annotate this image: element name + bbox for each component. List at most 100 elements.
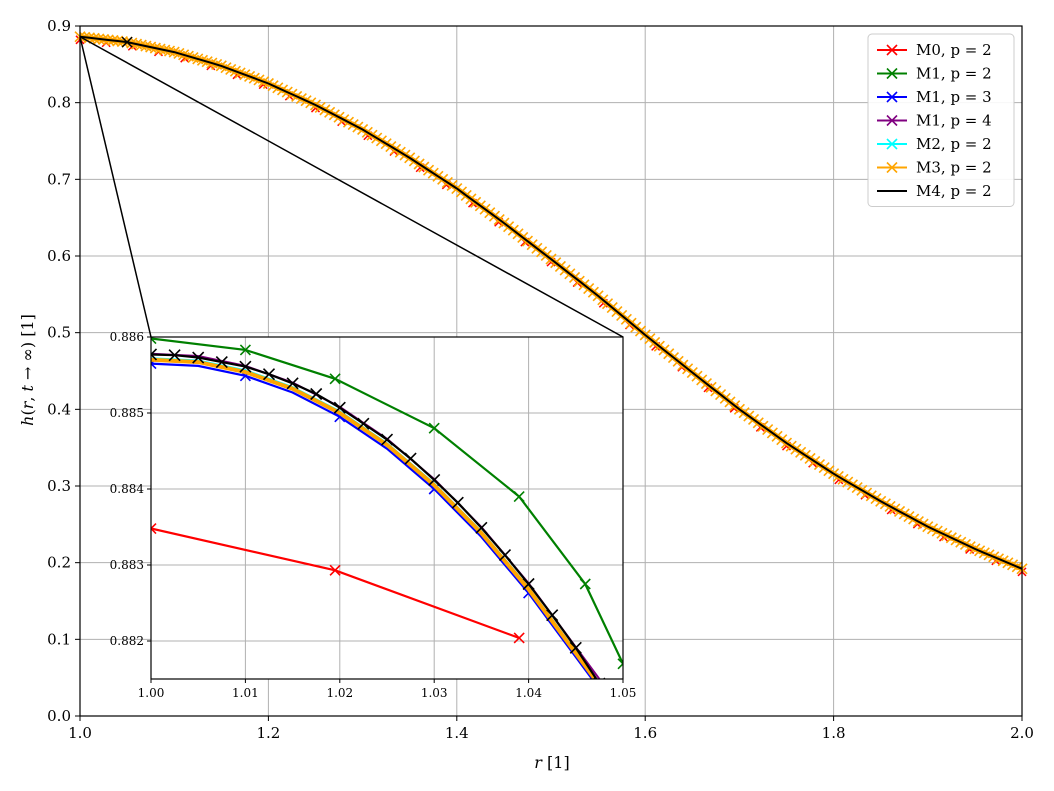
inset-marker-m4-p-2	[215, 356, 228, 369]
inset-marker-m4-p-2	[357, 417, 370, 430]
inset-marker-m1-p-3	[151, 362, 157, 370]
inset-marker-m4-p-2	[151, 353, 158, 361]
legend-label: M0, p = 2	[916, 41, 992, 59]
legend-box	[867, 33, 1015, 207]
inset-marker-m4-p-2	[192, 351, 205, 364]
inset-marker-m1-p-2	[329, 373, 341, 385]
inset-marker-m1-p-3	[618, 716, 628, 726]
inset-marker-m4-p-2	[404, 452, 417, 465]
inset-x-tick-label: 1.05	[610, 686, 637, 700]
inset-marker-m0-p-2	[329, 564, 341, 576]
legend-entry: M2, p = 2	[877, 135, 992, 153]
x-tick-label: 1.2	[256, 724, 280, 742]
inset-marker-m1-p-2	[239, 344, 251, 356]
inset-marker-m0-p-2	[151, 527, 157, 535]
inset-line-m3-p-2	[151, 357, 598, 679]
inset-marker-m1-p-2	[428, 422, 440, 434]
y-tick-label: 0.7	[47, 170, 71, 188]
inset-marker-m1-p-2	[513, 491, 525, 503]
legend: M0, p = 2 M1, p = 2 M1, p = 3 M1, p = 4 M2, …	[867, 33, 1015, 207]
y-tick-label: 0.3	[47, 477, 71, 495]
x-tick-label: 2.0	[1010, 724, 1034, 742]
inset-marker-m4-p-2	[475, 521, 488, 534]
inset-marker-m4-p-2	[262, 368, 276, 381]
y-tick-label: 0.9	[47, 17, 71, 35]
inset-marker-m0-p-2	[513, 632, 525, 644]
inset-y-tick-label: 0.885	[110, 406, 144, 420]
inset-marker-m4-p-2	[168, 349, 181, 362]
inset-marker-m4-p-2	[593, 677, 596, 679]
y-tick-label: 0.8	[47, 94, 71, 112]
inset-marker-m1-p-3	[618, 716, 628, 726]
y-tick-label: 0.6	[47, 247, 71, 265]
inset-marker-m4-p-2	[451, 496, 464, 509]
inset-marker-m1-p-2	[617, 662, 623, 670]
inset-marker-m4-p-2	[151, 348, 158, 356]
inset-marker-m4-p-2	[569, 641, 582, 654]
y-tick-label: 0.4	[47, 400, 71, 418]
y-axis-label: h(r, t → ∞) [1]	[18, 314, 37, 426]
zoom-line-left	[79, 36, 152, 338]
legend-entry: M1, p = 3	[877, 88, 992, 106]
inset-y-tick-label: 0.883	[110, 558, 144, 572]
legend-marker	[886, 67, 898, 80]
inset-x-tick-label: 1.03	[421, 686, 448, 700]
x-tick-label: 1.0	[68, 724, 92, 742]
series-line-m4-p2	[79, 35, 1023, 570]
legend-entry: M0, p = 2	[877, 41, 992, 59]
main-axes: 1.0 1.2 1.4 1.6 1.8 2.0 0.0 0.1 0.2 0.3 0.4 0.5 0.6 0…	[47, 17, 1034, 742]
inset-marker-m4-p-2	[498, 549, 512, 562]
inset-axes: 1.00 1.01 1.02 1.03 1.04 1.05 0.882 0.883 0.884 0…	[110, 330, 637, 726]
inset-marker-m4-p-2	[546, 609, 559, 622]
series-marker-m4-p2	[121, 36, 133, 48]
inset-y-tick-label: 0.884	[110, 482, 145, 496]
inset-marker-m4-p-2	[428, 473, 441, 486]
inset-line-m1-p-3	[151, 362, 594, 679]
inset-y-tick-label: 0.882	[110, 634, 144, 648]
x-tick-label: 1.4	[445, 724, 469, 742]
inset-frame	[150, 336, 624, 680]
inset-x-tick-label: 1.01	[232, 686, 259, 700]
y-tick-label: 0.5	[47, 324, 71, 342]
inset-y-tick-label: 0.886	[110, 330, 144, 344]
inset-marker-m1-p-2	[151, 337, 157, 345]
x-tick-label: 1.8	[822, 724, 846, 742]
legend-label: M4, p = 2	[916, 182, 992, 200]
inset-marker-m4-p-2	[239, 360, 252, 373]
inset-marker-m1-p-2	[617, 658, 623, 665]
inset-background	[151, 337, 623, 679]
legend-label: M2, p = 2	[916, 135, 992, 153]
inset-marker-m4-p-2	[602, 677, 606, 679]
x-tick-label: 1.6	[633, 724, 657, 742]
inset-marker-m4-p-2	[333, 401, 346, 414]
inset-marker-m4-p-2	[522, 577, 535, 591]
legend-marker	[886, 138, 898, 150]
legend-marker	[886, 114, 898, 127]
inset-marker-m4-p-2	[286, 377, 299, 390]
inset-x-tick-label: 1.04	[515, 686, 542, 700]
zoom-line-right	[79, 36, 624, 338]
inset-marker-m0-p-2	[151, 522, 157, 530]
legend-marker	[886, 91, 898, 103]
legend-entry: M1, p = 2	[877, 65, 992, 83]
legend-label: M3, p = 2	[916, 159, 992, 177]
y-tick-label: 0.2	[47, 554, 71, 572]
inset-marker-m4-p-2	[310, 387, 323, 401]
inset-series	[151, 337, 628, 726]
legend-marker	[886, 44, 898, 56]
legend-entry: M3, p = 2	[877, 159, 992, 177]
main-plot-frame	[79, 25, 1023, 717]
legend-entry: M1, p = 4	[877, 112, 992, 130]
inset-x-tick-label: 1.00	[138, 686, 165, 700]
legend-entry: M4, p = 2	[877, 182, 992, 200]
legend-marker	[886, 161, 898, 174]
y-tick-label: 0.1	[47, 630, 71, 648]
zoom-connector-lines	[79, 36, 624, 338]
main-series	[74, 31, 1028, 577]
legend-label: M1, p = 4	[916, 112, 992, 130]
inset-marker-m1-p-2	[579, 578, 591, 590]
y-tick-label: 0.0	[47, 707, 71, 725]
legend-label: M1, p = 3	[916, 88, 992, 106]
inset-x-tick-label: 1.02	[326, 686, 353, 700]
